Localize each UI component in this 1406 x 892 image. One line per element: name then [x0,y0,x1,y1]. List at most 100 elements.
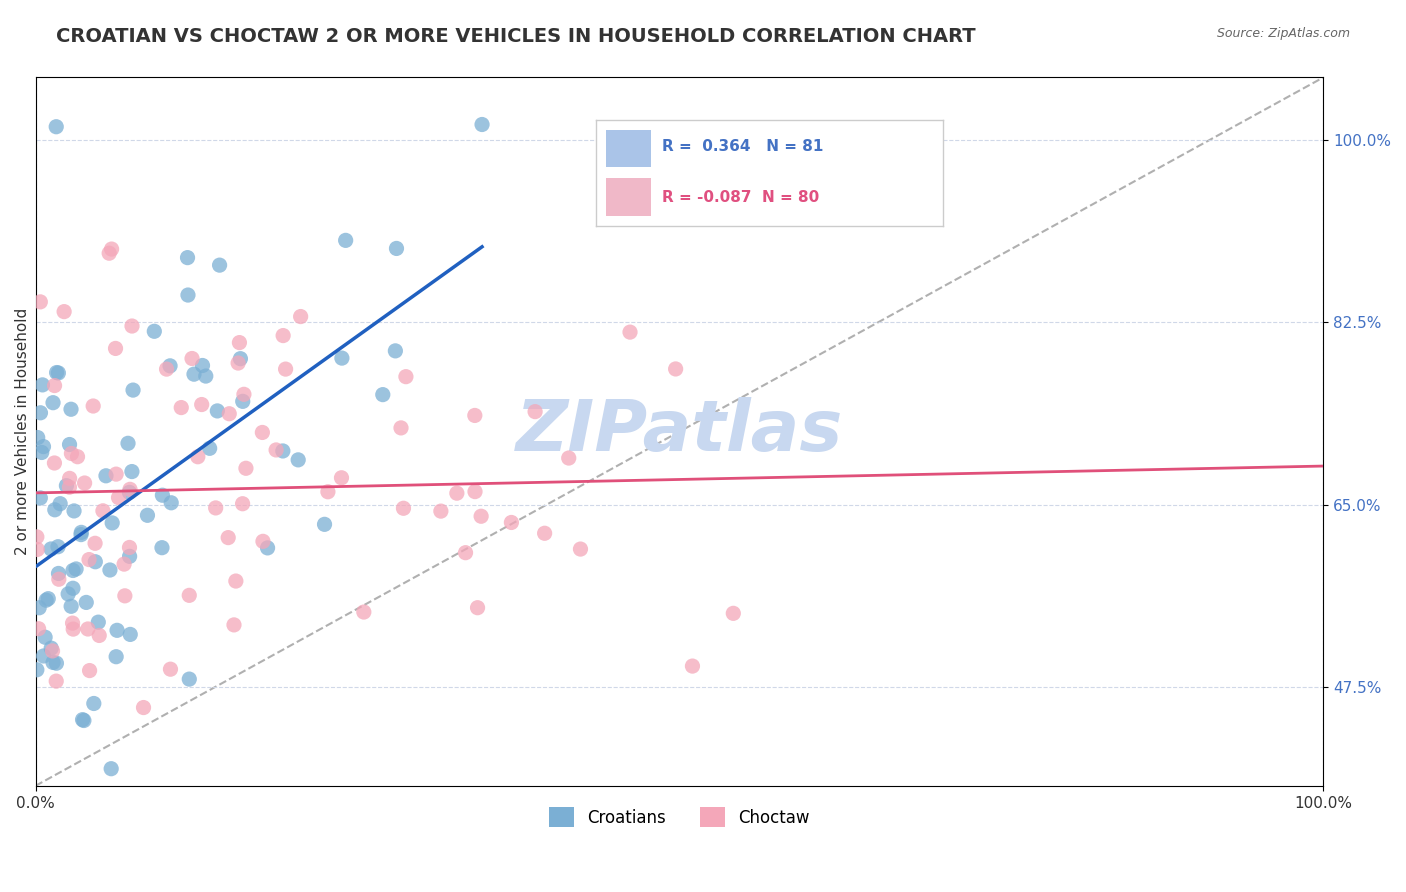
Choctaw [533,526,555,541]
Choctaw [30,294,52,309]
Croatians [37,591,59,606]
Choctaw [45,674,67,689]
Croatians [183,367,205,381]
Choctaw [330,471,353,485]
Croatians [27,431,49,445]
Croatians [48,566,70,581]
Choctaw [454,546,477,560]
Choctaw [524,404,547,418]
Choctaw [290,310,312,324]
Croatians [30,406,52,420]
Choctaw [41,644,63,658]
Choctaw [187,450,209,464]
Choctaw [107,491,129,505]
Choctaw [132,700,155,714]
Choctaw [118,483,141,497]
Croatians [335,233,357,247]
Croatians [256,541,278,555]
Choctaw [558,450,581,465]
Croatians [371,387,394,401]
Croatians [72,713,94,727]
Croatians [39,541,62,556]
Croatians [330,351,353,365]
Croatians [46,540,69,554]
Choctaw [392,501,415,516]
Croatians [70,525,93,540]
Choctaw [464,484,486,499]
Choctaw [395,369,418,384]
Croatians [314,517,336,532]
Choctaw [76,622,98,636]
Choctaw [217,531,239,545]
Croatians [136,508,159,523]
Text: CROATIAN VS CHOCTAW 2 OR MORE VEHICLES IN HOUSEHOLD CORRELATION CHART: CROATIAN VS CHOCTAW 2 OR MORE VEHICLES I… [56,27,976,45]
Croatians [31,377,53,392]
Croatians [73,714,96,728]
Croatians [177,288,200,302]
Choctaw [204,500,226,515]
Choctaw [181,351,204,366]
Choctaw [619,325,641,339]
Croatians [25,663,48,677]
Croatians [121,465,143,479]
Croatians [176,251,198,265]
Choctaw [77,552,100,566]
Croatians [34,630,56,644]
Choctaw [389,421,412,435]
Choctaw [58,480,80,494]
Choctaw [446,486,468,500]
Croatians [28,600,51,615]
Choctaw [100,242,122,256]
Choctaw [121,319,143,334]
Croatians [101,516,124,530]
Croatians [105,624,128,638]
Choctaw [430,504,453,518]
Choctaw [723,607,745,621]
Croatians [207,404,229,418]
Croatians [384,343,406,358]
Croatians [208,258,231,272]
Croatians [45,366,67,380]
Croatians [118,549,141,564]
Choctaw [225,574,247,588]
Choctaw [464,409,486,423]
Croatians [35,593,58,607]
Choctaw [470,509,492,524]
Choctaw [98,246,121,260]
Croatians [94,468,117,483]
Croatians [152,488,174,502]
Croatians [45,657,67,671]
Croatians [42,656,65,670]
Croatians [83,697,105,711]
Croatians [120,627,142,641]
Croatians [385,242,408,256]
Croatians [122,383,145,397]
Croatians [62,581,84,595]
Choctaw [252,534,274,549]
Choctaw [226,356,249,370]
Choctaw [66,450,89,464]
Croatians [194,369,217,384]
Choctaw [73,476,96,491]
Croatians [62,564,84,578]
Croatians [87,615,110,629]
Croatians [287,453,309,467]
Choctaw [155,362,177,376]
Choctaw [84,536,107,550]
Choctaw [44,378,66,392]
Choctaw [316,484,339,499]
Choctaw [232,387,254,401]
Choctaw [353,605,375,619]
Croatians [150,541,173,555]
Choctaw [274,362,297,376]
Croatians [70,527,93,541]
Croatians [39,641,62,656]
Croatians [160,496,183,510]
Croatians [105,649,128,664]
Croatians [48,366,70,380]
Croatians [60,402,83,417]
Croatians [58,437,80,451]
Choctaw [467,600,489,615]
Choctaw [218,407,240,421]
Croatians [38,810,60,824]
